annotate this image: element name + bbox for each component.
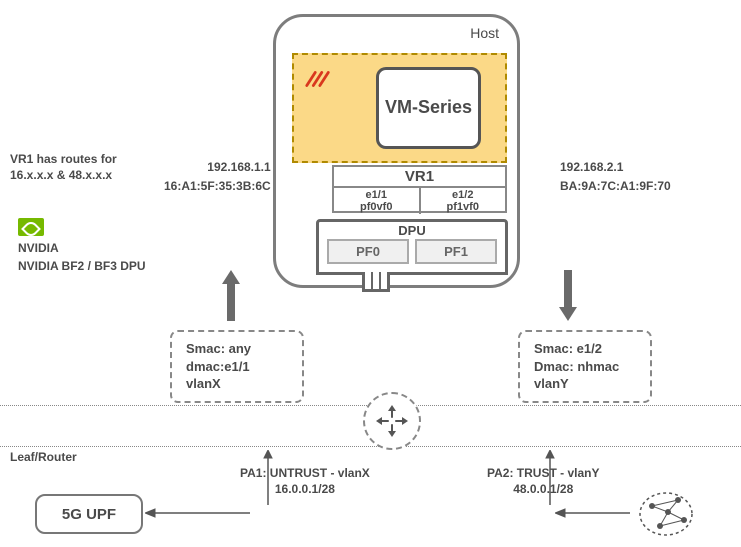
vr1-cell-e11: e1/1 pf0vf0 <box>334 188 421 214</box>
upf-box: 5G UPF <box>35 494 143 534</box>
packet-line: Smac: e1/2 <box>534 340 636 358</box>
vm-series-container: VM-Series <box>292 53 507 163</box>
vm-series-box: VM-Series <box>376 67 481 149</box>
dpu-box: DPU PF0 PF1 <box>316 219 508 275</box>
packet-box-right: Smac: e1/2 Dmac: nhmac vlanY <box>518 330 652 403</box>
router-icon <box>363 392 421 450</box>
mac-address: 16:A1:5F:35:3B:6C <box>164 177 271 196</box>
packet-line: Smac: any <box>186 340 288 358</box>
vr1-routes-note: VR1 has routes for 16.x.x.x & 48.x.x.x <box>10 152 155 183</box>
pf1-box: PF1 <box>415 239 497 264</box>
vr1-iface: e1/1 <box>334 189 419 201</box>
ip-address: 192.168.1.1 <box>164 158 271 177</box>
pf0-box: PF0 <box>327 239 409 264</box>
dpu-title: DPU <box>319 222 505 239</box>
host-container: Host VM-Series VR1 e1/1 pf0vf0 e1/2 pf1v… <box>273 14 520 288</box>
packet-line: Dmac: nhmac <box>534 358 636 376</box>
vr1-title: VR1 <box>334 167 505 188</box>
dpu-connector-icon <box>362 272 390 292</box>
vr1-cell-e12: e1/2 pf1vf0 <box>421 188 506 214</box>
leaf-router-label: Leaf/Router <box>10 450 77 464</box>
vr1-pf: pf0vf0 <box>334 201 419 213</box>
packet-line: vlanY <box>534 375 636 393</box>
host-label: Host <box>470 25 499 41</box>
dpu-pf-row: PF0 PF1 <box>319 239 505 264</box>
nvidia-brand: NVIDIA <box>18 241 59 255</box>
paloalto-icon <box>304 69 332 89</box>
packet-line: dmac:e1/1 <box>186 358 288 376</box>
vr1-box: VR1 e1/1 pf0vf0 e1/2 pf1vf0 <box>332 165 507 213</box>
nvidia-icon <box>18 218 44 236</box>
right-interface-info: 192.168.2.1 BA:9A:7C:A1:9F:70 <box>560 158 671 196</box>
nvidia-desc: NVIDIA BF2 / BF3 DPU <box>18 259 146 273</box>
packet-line: vlanX <box>186 375 288 393</box>
boundary-line-bottom <box>0 446 741 447</box>
ip-address: 192.168.2.1 <box>560 158 671 177</box>
vr1-iface: e1/2 <box>421 189 506 201</box>
packet-box-left: Smac: any dmac:e1/1 vlanX <box>170 330 304 403</box>
arrow-pa2-up <box>540 450 560 510</box>
vr1-interfaces: e1/1 pf0vf0 e1/2 pf1vf0 <box>334 188 505 214</box>
network-icon <box>638 490 694 538</box>
arrow-internet-left <box>555 505 635 521</box>
vr1-pf: pf1vf0 <box>421 201 506 213</box>
arrow-down-icon <box>564 270 572 308</box>
mac-address: BA:9A:7C:A1:9F:70 <box>560 177 671 196</box>
arrow-pa1-up <box>258 450 278 510</box>
arrow-up-icon <box>222 270 240 284</box>
arrow-upf-left <box>145 505 255 521</box>
left-interface-info: 192.168.1.1 16:A1:5F:35:3B:6C <box>164 158 271 196</box>
nvidia-block: NVIDIA NVIDIA BF2 / BF3 DPU <box>18 218 146 273</box>
